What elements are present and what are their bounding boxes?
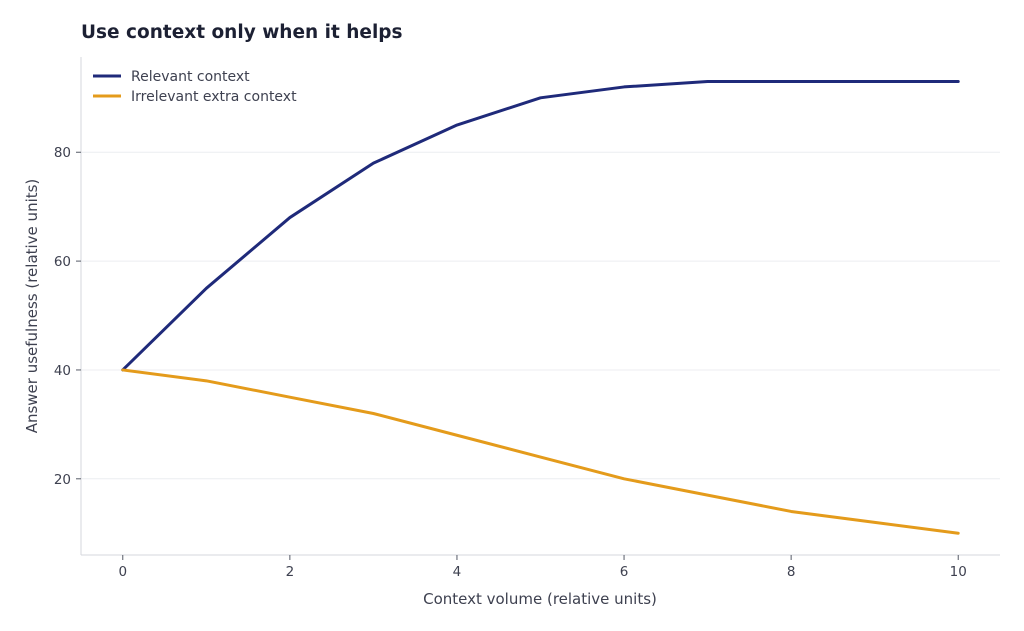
x-tick-label-10: 10 <box>950 564 967 580</box>
legend-label-irrelevant-extra-context: Irrelevant extra context <box>131 89 297 105</box>
x-axis-label: Context volume (relative units) <box>423 590 657 608</box>
x-tick-label-2: 2 <box>286 564 295 580</box>
x-tick-label-0: 0 <box>118 564 127 580</box>
y-tick-label-80: 80 <box>54 145 71 161</box>
series-line-relevant-context <box>121 79 960 372</box>
chart-title: Use context only when it helps <box>81 22 403 43</box>
x-tick-label-6: 6 <box>620 564 629 580</box>
y-axis-label: Answer usefulness (relative units) <box>23 179 41 434</box>
y-tick-label-40: 40 <box>54 363 71 379</box>
series-line-irrelevant-extra-context <box>121 368 960 535</box>
series-lines <box>121 79 960 535</box>
x-tick-label-4: 4 <box>453 564 462 580</box>
gridlines <box>81 151 1000 480</box>
axis-ticks: 20 40 60 80 0 2 4 6 8 10 <box>54 145 967 580</box>
x-tick-label-8: 8 <box>787 564 796 580</box>
y-tick-label-60: 60 <box>54 254 71 270</box>
legend-label-relevant-context: Relevant context <box>131 69 250 85</box>
y-tick-label-20: 20 <box>54 472 71 488</box>
legend: Relevant context Irrelevant extra context <box>93 69 297 105</box>
